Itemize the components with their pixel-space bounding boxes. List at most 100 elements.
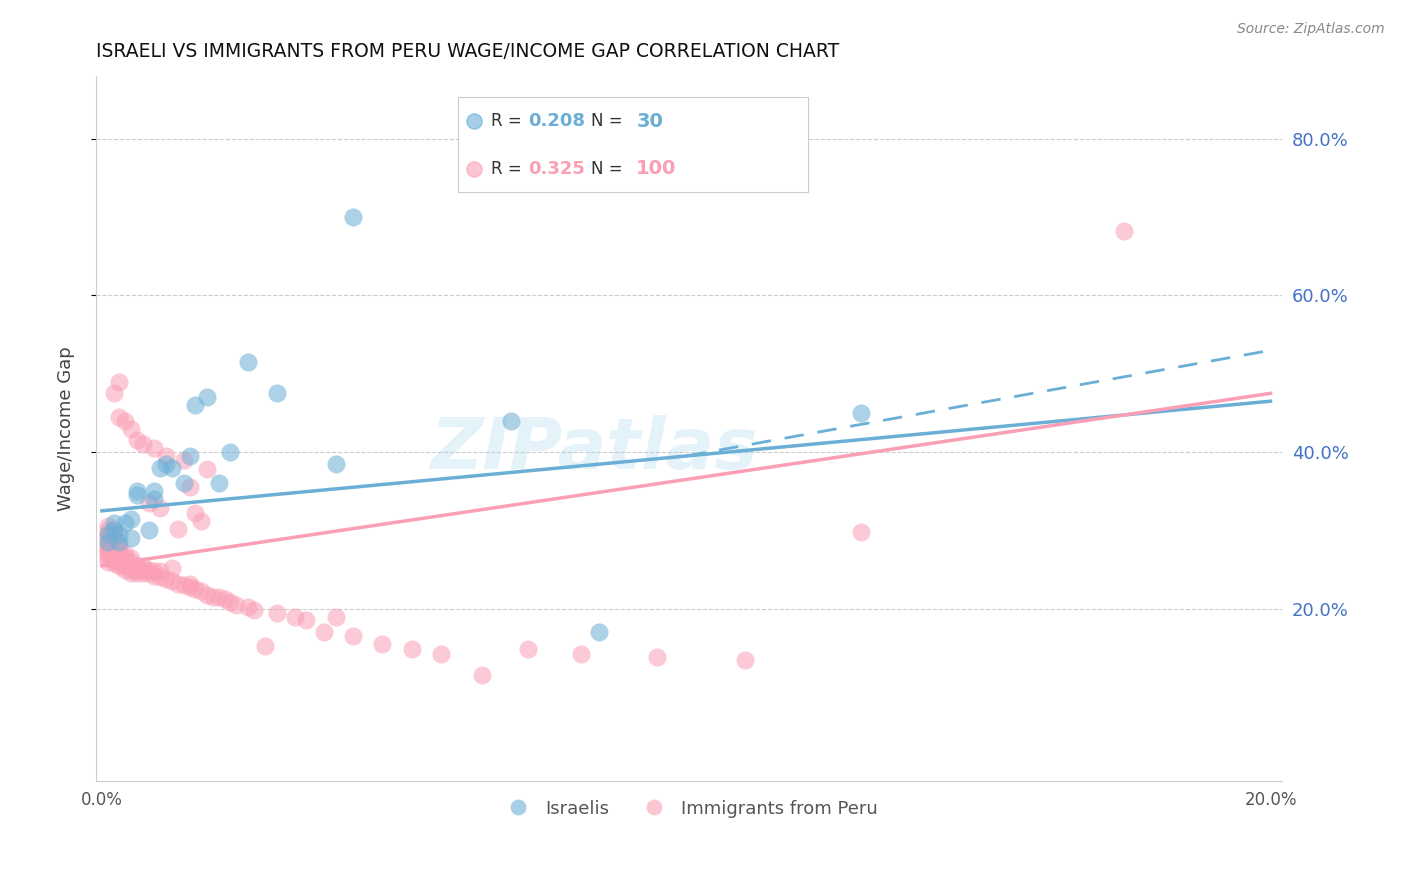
Text: ISRAELI VS IMMIGRANTS FROM PERU WAGE/INCOME GAP CORRELATION CHART: ISRAELI VS IMMIGRANTS FROM PERU WAGE/INC…	[96, 42, 839, 61]
Point	[125, 558, 148, 573]
Point	[325, 457, 347, 471]
Point	[97, 539, 120, 553]
Point	[103, 550, 125, 565]
Point	[208, 476, 231, 491]
Point	[103, 516, 125, 530]
Point	[103, 547, 125, 561]
Point	[266, 606, 288, 620]
Point	[143, 484, 166, 499]
Point	[120, 566, 142, 581]
Point	[225, 598, 247, 612]
Point	[97, 535, 120, 549]
Point	[149, 460, 172, 475]
Point	[184, 506, 207, 520]
Point	[499, 414, 522, 428]
Point	[143, 569, 166, 583]
Point	[149, 564, 172, 578]
Point	[103, 386, 125, 401]
Point	[588, 625, 610, 640]
Point	[254, 640, 277, 654]
Point	[103, 524, 125, 538]
Point	[214, 592, 236, 607]
Point	[114, 563, 136, 577]
Point	[143, 441, 166, 455]
Point	[114, 547, 136, 561]
Point	[645, 650, 668, 665]
Point	[155, 572, 177, 586]
Point	[103, 535, 125, 549]
Point	[160, 460, 183, 475]
Point	[284, 609, 307, 624]
Point	[266, 386, 288, 401]
Point	[184, 582, 207, 596]
Point	[195, 462, 218, 476]
Point	[149, 501, 172, 516]
Point	[108, 555, 131, 569]
Point	[97, 519, 120, 533]
Point	[155, 449, 177, 463]
Point	[125, 488, 148, 502]
Point	[97, 550, 120, 565]
Point	[569, 647, 592, 661]
Point	[371, 637, 394, 651]
Point	[851, 406, 873, 420]
Point	[125, 566, 148, 581]
Point	[114, 558, 136, 573]
Point	[103, 527, 125, 541]
Point	[517, 642, 540, 657]
Point	[851, 524, 873, 539]
Point	[173, 453, 195, 467]
Point	[132, 558, 155, 573]
Point	[1114, 224, 1136, 238]
Point	[173, 476, 195, 491]
Point	[97, 524, 120, 538]
Point	[114, 414, 136, 428]
Point	[179, 580, 201, 594]
Point	[108, 539, 131, 553]
Point	[179, 576, 201, 591]
Point	[120, 421, 142, 435]
Text: ZIPatlas: ZIPatlas	[430, 416, 758, 484]
Point	[103, 556, 125, 570]
Point	[108, 375, 131, 389]
Point	[97, 527, 120, 541]
Point	[103, 539, 125, 553]
Point	[108, 527, 131, 541]
Point	[342, 629, 364, 643]
Point	[103, 531, 125, 545]
Point	[120, 550, 142, 565]
Point	[325, 609, 347, 624]
Point	[120, 531, 142, 545]
Point	[132, 437, 155, 451]
Point	[184, 398, 207, 412]
Point	[97, 545, 120, 559]
Point	[114, 516, 136, 530]
Point	[236, 600, 259, 615]
Point	[155, 457, 177, 471]
Point	[243, 603, 266, 617]
Point	[208, 590, 231, 604]
Point	[125, 484, 148, 499]
Point	[143, 564, 166, 578]
Point	[120, 563, 142, 577]
Point	[173, 578, 195, 592]
Legend: Israelis, Immigrants from Peru: Israelis, Immigrants from Peru	[494, 792, 886, 825]
Point	[120, 555, 142, 569]
Point	[179, 449, 201, 463]
Point	[108, 558, 131, 573]
Point	[103, 553, 125, 567]
Point	[120, 511, 142, 525]
Point	[179, 480, 201, 494]
Point	[120, 558, 142, 573]
Point	[219, 595, 242, 609]
Point	[143, 492, 166, 507]
Point	[149, 570, 172, 584]
Point	[97, 555, 120, 569]
Point	[190, 514, 212, 528]
Point	[295, 614, 318, 628]
Point	[190, 584, 212, 599]
Point	[138, 524, 160, 538]
Point	[734, 652, 756, 666]
Point	[166, 576, 188, 591]
Point	[114, 555, 136, 569]
